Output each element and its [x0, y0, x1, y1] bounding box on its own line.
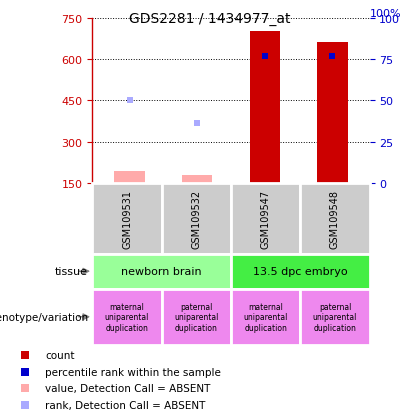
Text: genotype/variation: genotype/variation [0, 312, 88, 322]
Text: GSM109531: GSM109531 [122, 190, 132, 248]
Text: paternal
uniparental
duplication: paternal uniparental duplication [174, 302, 218, 332]
Text: maternal
uniparental
duplication: maternal uniparental duplication [244, 302, 288, 332]
Bar [231, 184, 300, 254]
Bar [300, 184, 370, 254]
Text: GSM109532: GSM109532 [192, 190, 201, 248]
Bar [300, 289, 370, 345]
Bar [92, 254, 231, 289]
Bar [92, 184, 162, 254]
Text: rank, Detection Call = ABSENT: rank, Detection Call = ABSENT [45, 400, 206, 410]
Bar [231, 289, 300, 345]
Bar [231, 254, 370, 289]
Bar [114, 171, 145, 184]
Text: tissue: tissue [55, 266, 88, 277]
Text: GSM109547: GSM109547 [261, 190, 270, 248]
Bar [317, 43, 348, 184]
Text: newborn brain: newborn brain [121, 266, 202, 277]
Text: GDS2281 / 1434977_at: GDS2281 / 1434977_at [129, 12, 291, 26]
Text: percentile rank within the sample: percentile rank within the sample [45, 367, 221, 377]
Text: value, Detection Call = ABSENT: value, Detection Call = ABSENT [45, 383, 211, 393]
Bar [249, 32, 280, 184]
Text: GSM109548: GSM109548 [330, 190, 340, 248]
Bar [162, 184, 231, 254]
Text: maternal
uniparental
duplication: maternal uniparental duplication [105, 302, 149, 332]
Text: count: count [45, 350, 75, 360]
Bar [182, 176, 213, 184]
Bar [92, 289, 162, 345]
Bar [162, 289, 231, 345]
Text: 100%: 100% [370, 9, 401, 19]
Text: paternal
uniparental
duplication: paternal uniparental duplication [313, 302, 357, 332]
Text: 13.5 dpc embryo: 13.5 dpc embryo [253, 266, 348, 277]
